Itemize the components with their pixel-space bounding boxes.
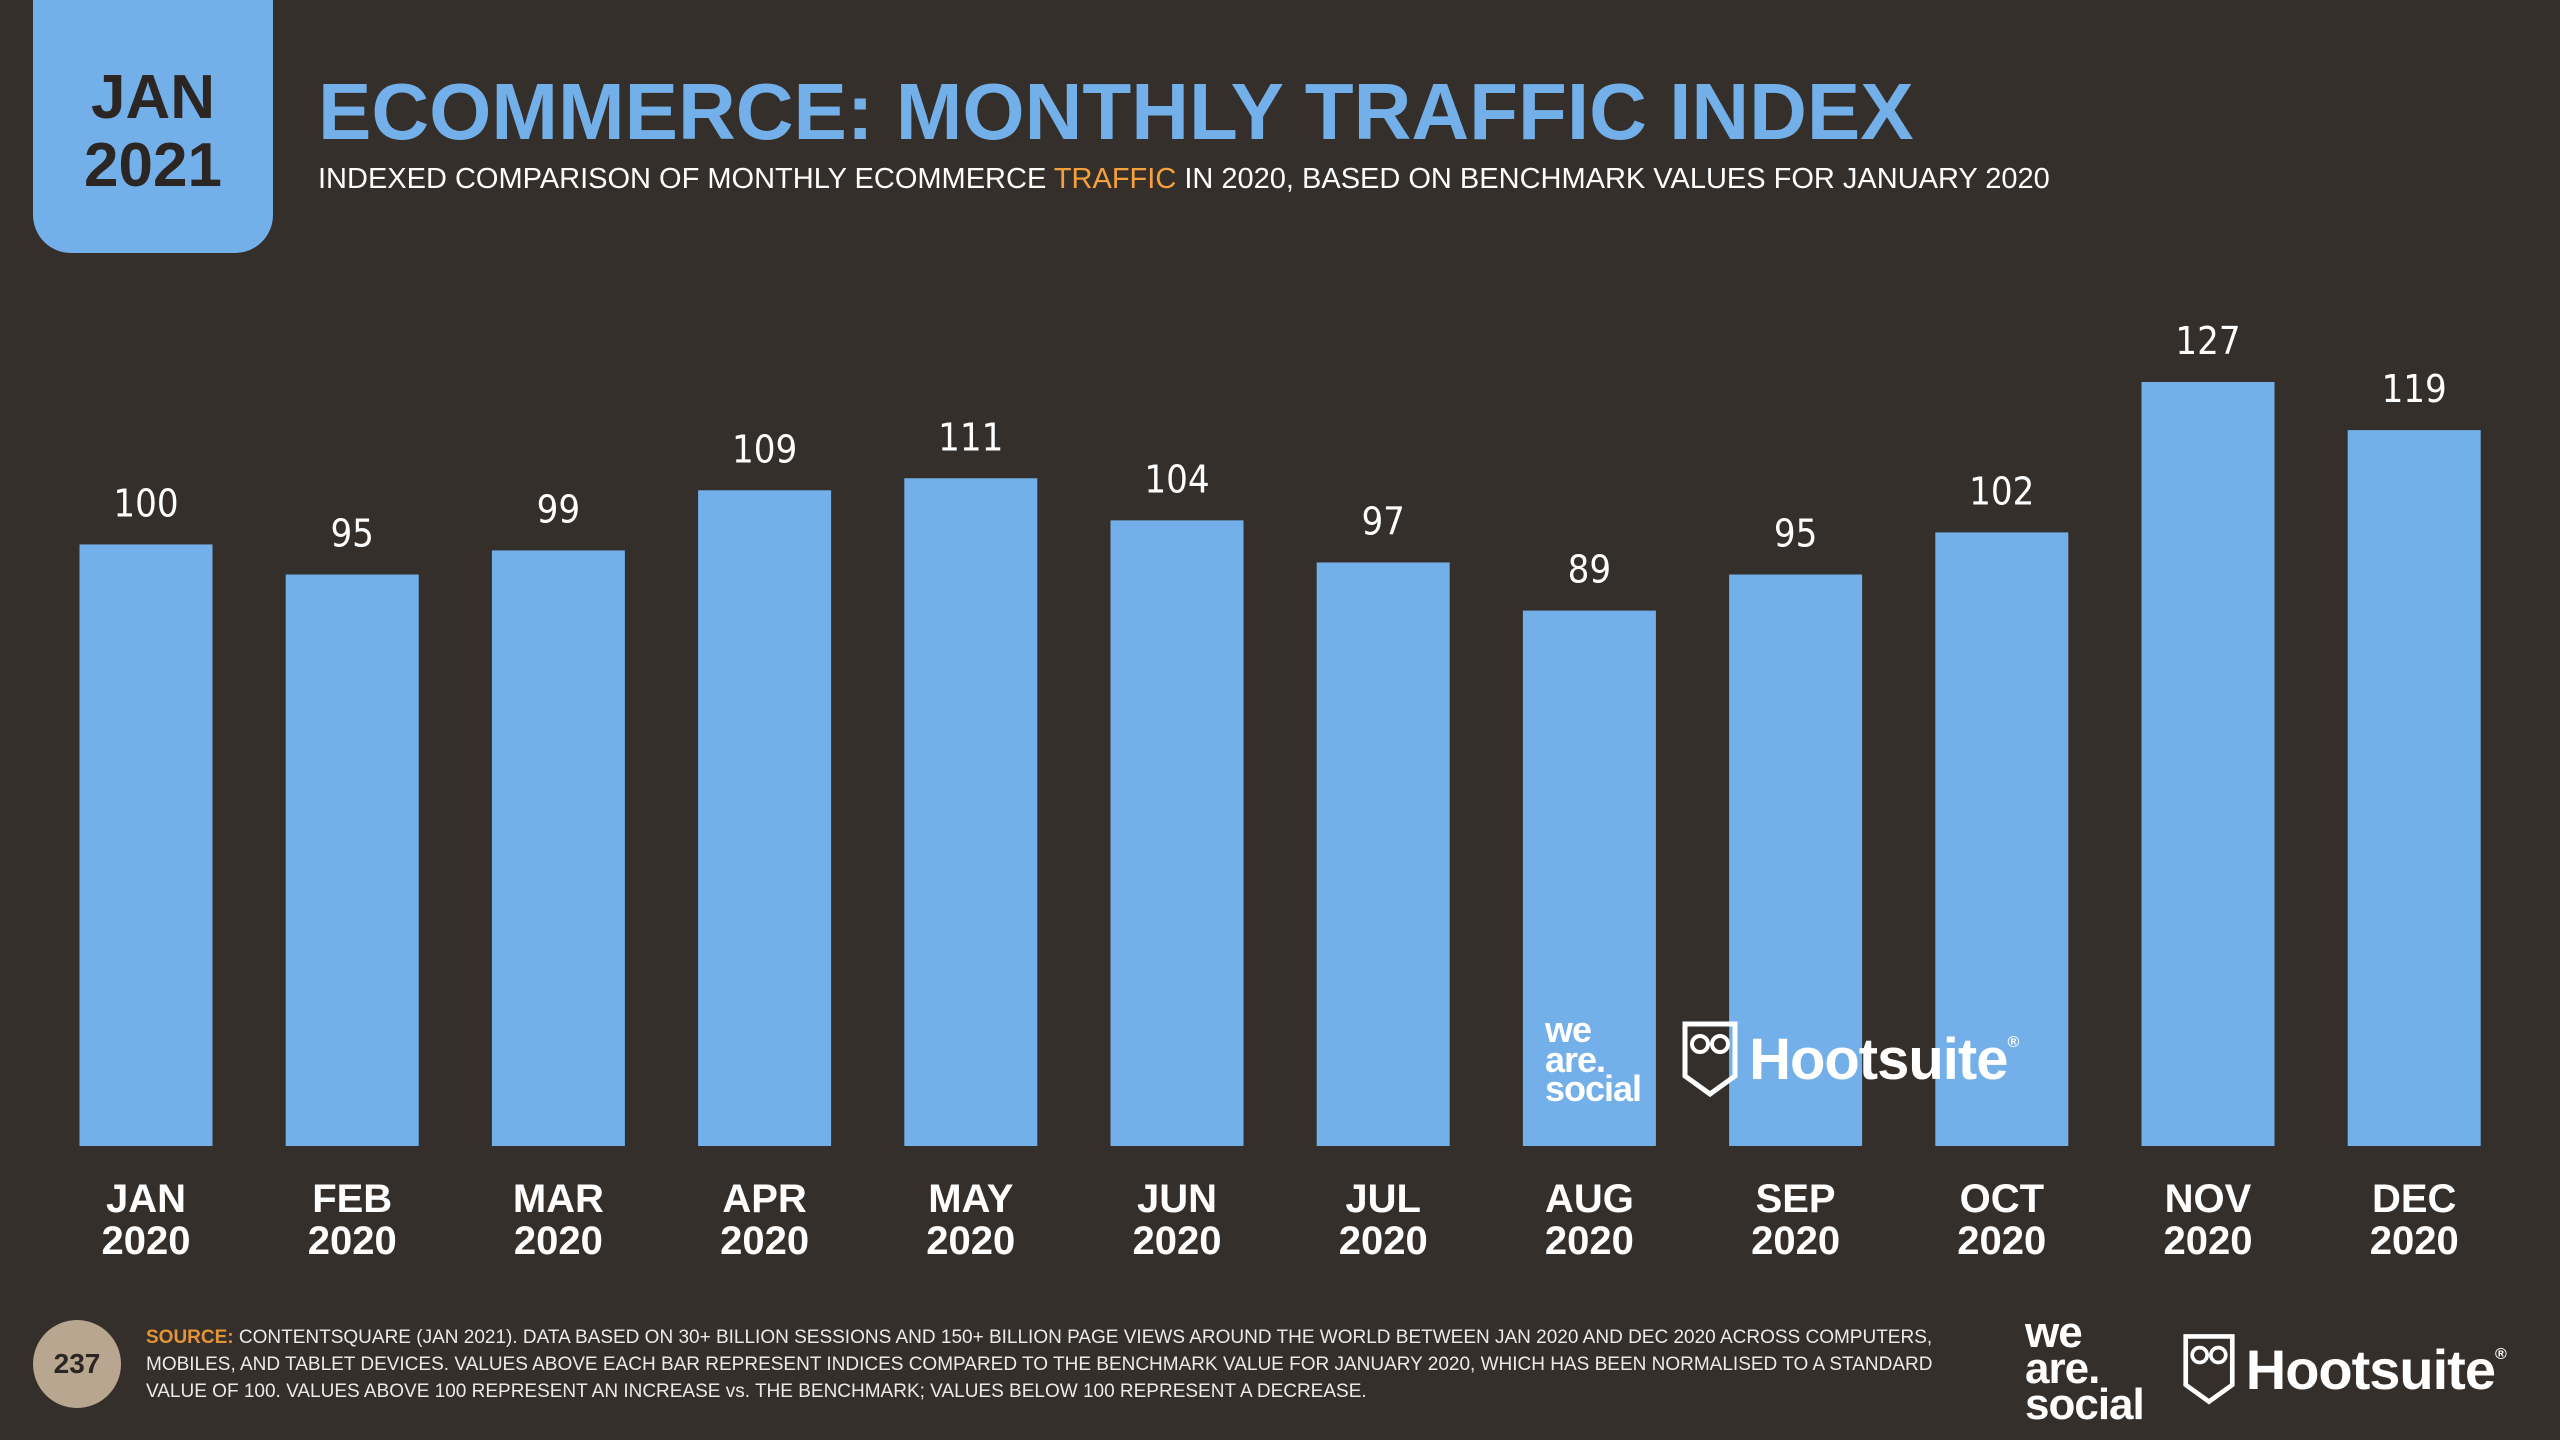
subtitle-post: IN 2020, BASED ON BENCHMARK VALUES FOR J… — [1176, 163, 2050, 195]
page-subtitle: INDEXED COMPARISON OF MONTHLY ECOMMERCE … — [318, 163, 2050, 196]
footer-hootsuite-logo: Hootsuite ® — [2182, 1332, 2507, 1406]
bar-oct — [1935, 532, 2069, 1146]
page-title: ECOMMERCE: MONTHLY TRAFFIC INDEX — [318, 67, 1914, 156]
x-tick-label: SEP 2020 — [1751, 1177, 1840, 1263]
x-tick-label: DEC 2020 — [2370, 1177, 2459, 1263]
footer-we-are-social-logo: we are. social — [2025, 1308, 2145, 1430]
footer-logos: we are. social Hootsuite ® — [2025, 1308, 2507, 1430]
subtitle-highlight: TRAFFIC — [1053, 163, 1177, 195]
x-tick-label: JUN 2020 — [1133, 1177, 1222, 1263]
bar-jul — [1316, 562, 1450, 1146]
x-tick-label: JAN 2020 — [102, 1177, 191, 1263]
bar-value-label: 95 — [330, 512, 374, 556]
x-tick-label: JUL 2020 — [1339, 1177, 1428, 1263]
bar-dec — [2347, 430, 2481, 1146]
bar-value-label: 100 — [113, 481, 178, 525]
footer-owl-icon — [2183, 1334, 2235, 1405]
source-text: CONTENTSQUARE (JAN 2021). DATA BASED ON … — [146, 1327, 1933, 1402]
badge-month: JAN — [90, 62, 216, 132]
hootsuite-logo: Hootsuite ® — [1681, 1020, 2019, 1098]
bar-may — [904, 478, 1038, 1147]
bar-jan — [79, 544, 213, 1146]
bar-value-label: 102 — [1969, 469, 2034, 513]
owl-icon — [1682, 1021, 1738, 1098]
bar-feb — [285, 574, 419, 1146]
bar-sep — [1729, 574, 1863, 1146]
bar-value-label: 119 — [2382, 367, 2447, 411]
bar-value-label: 89 — [1568, 548, 1612, 592]
bar-value-label: 109 — [732, 427, 797, 471]
date-badge: JAN 2021 — [33, 0, 273, 253]
x-tick-label: MAR 2020 — [513, 1177, 604, 1263]
bar-nov — [2141, 382, 2275, 1146]
chart-watermark: we are. social Hootsuite ® — [1545, 1009, 2019, 1110]
x-tick-label: OCT 2020 — [1957, 1177, 2046, 1263]
bar-value-label: 104 — [1144, 457, 1209, 501]
x-tick-label: MAY 2020 — [926, 1177, 1015, 1263]
bar-value-label: 97 — [1361, 499, 1405, 543]
x-tick-label: NOV 2020 — [2164, 1177, 2253, 1263]
bar-apr — [698, 490, 832, 1147]
badge-year: 2021 — [84, 130, 222, 200]
bar-value-label: 111 — [938, 415, 1003, 459]
x-tick-label: APR 2020 — [720, 1177, 809, 1263]
subtitle-pre: INDEXED COMPARISON OF MONTHLY ECOMMERCE — [318, 163, 1054, 195]
source-note: SOURCE: CONTENTSQUARE (JAN 2021). DATA B… — [146, 1324, 1986, 1405]
source-label: SOURCE: — [146, 1327, 234, 1348]
bar-aug — [1522, 610, 1656, 1146]
bar-chart: 100 JAN 2020 95 FEB 2020 99 MAR 2020 109 APR 2020 11… — [79, 319, 2481, 1263]
page-number: 237 — [33, 1320, 121, 1408]
x-tick-label: AUG 2020 — [1545, 1177, 1634, 1263]
bar-jun — [1110, 520, 1244, 1146]
x-tick-label: FEB 2020 — [308, 1177, 397, 1263]
bar-value-label: 127 — [2175, 319, 2240, 363]
bar-value-label: 99 — [537, 487, 581, 531]
bar-value-label: 95 — [1774, 512, 1818, 556]
we-are-social-logo: we are. social — [1545, 1009, 1642, 1110]
bar-mar — [491, 550, 625, 1146]
